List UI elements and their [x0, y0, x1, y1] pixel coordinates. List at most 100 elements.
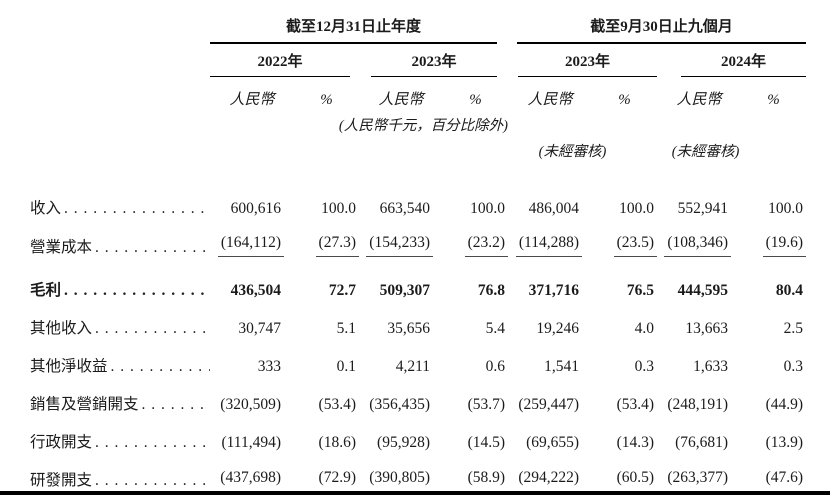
cell-value: 5.4 [485, 320, 506, 337]
cell-value: 436,504 [230, 282, 281, 299]
unit-header-currency: 人民幣 [676, 92, 722, 108]
cell-value: (248,191) [667, 396, 729, 413]
cell-value: 4,211 [395, 358, 430, 375]
table-row-cost-of-sales: 營業成本 (164,112) (27.3) (154,233) (23.2) (… [30, 226, 807, 265]
cell-value: 333 [257, 358, 281, 375]
units-note: (人民幣千元，百分比除外) [338, 118, 509, 134]
cell-value: (356,435) [369, 396, 430, 413]
cell-value: 509,307 [379, 282, 430, 299]
dot-leader [108, 358, 210, 376]
cell-value: 0.3 [783, 358, 804, 375]
cell-value: (23.5) [592, 226, 658, 265]
table-row-administrative-expenses: 行政開支 (111,494) (18.6) (95,928) (14.5) (6… [30, 422, 806, 460]
cell-value: (13.9) [765, 434, 804, 451]
dot-leader [92, 472, 210, 490]
table-row-selling-marketing-expenses: 銷售及營銷開支 (320,509) (53.4) (356,435) (53.7… [30, 384, 806, 422]
unaudited-note-9m2024: (未經審核) [671, 144, 740, 160]
cell-value: 100.0 [768, 200, 804, 217]
table-row-other-income: 其他收入 30,747 5.1 35,656 5.4 19,246 4.0 13… [30, 308, 806, 346]
year-header-9m2023-label: 2023年 [518, 44, 658, 77]
cell-value: (69,655) [526, 434, 580, 451]
cell-value: 4.0 [634, 320, 655, 337]
cell-value: 552,941 [677, 200, 729, 217]
period-header-nine-months: 截至9月30日止九個月 [508, 18, 807, 44]
cell-value: 30,747 [238, 320, 281, 337]
cell-value: (95,928) [377, 434, 430, 451]
cell-value: 444,595 [677, 282, 729, 299]
cell-value: 663,540 [379, 200, 430, 217]
year-header-2022: 2022年 [210, 44, 359, 77]
cell-value: (164,112) [210, 226, 294, 265]
cell-value: 100.0 [619, 200, 655, 217]
year-header-2023: 2023年 [359, 44, 508, 77]
unit-header-currency: 人民幣 [229, 92, 275, 108]
cell-value: (259,447) [518, 396, 580, 413]
row-label-text: 其他淨收益 [30, 358, 108, 375]
unit-header-percent: % [320, 92, 333, 108]
cell-value: 5.1 [336, 320, 356, 337]
row-label-cost-of-sales: 營業成本 [30, 226, 210, 265]
year-header-9m2023: 2023年 [508, 44, 658, 77]
period-header-nine-months-label: 截至9月30日止九個月 [517, 18, 807, 44]
row-label-text: 行政開支 [30, 434, 93, 451]
income-statement-table: 截至12月31日止年度 截至9月30日止九個月 2022年 2023年 2023… [30, 18, 807, 500]
spacer-cell [30, 18, 210, 44]
cell-value: (76,681) [675, 434, 729, 451]
cell-value: 100.0 [470, 200, 506, 217]
dot-leader [61, 200, 210, 218]
spacer-cell [30, 135, 210, 161]
year-header-9m2024: 2024年 [657, 44, 807, 77]
row-label-text: 收入 [30, 200, 62, 217]
spacer-cell [30, 109, 210, 135]
row-label-text: 研發開支 [30, 468, 93, 492]
year-header-2022-label: 2022年 [210, 44, 350, 77]
cell-value: (111,494) [221, 434, 281, 451]
cell-value: (114,288) [508, 226, 592, 265]
cell-value: 371,716 [528, 282, 580, 299]
units-note-row: (人民幣千元，百分比除外) [30, 109, 806, 135]
cell-value: 72.7 [328, 282, 356, 299]
section-header-row: 截至12月31日止年度 截至9月30日止九個月 [30, 18, 807, 44]
cell-value: 1,541 [544, 358, 580, 375]
cell-value: 76.8 [477, 282, 506, 299]
unit-header-currency: 人民幣 [378, 92, 424, 108]
row-label-selling-marketing-expenses: 銷售及營銷開支 [30, 384, 210, 422]
year-header-row: 2022年 2023年 2023年 2024年 [30, 44, 807, 77]
cell-value: (53.7) [467, 396, 506, 413]
unaudited-note-row: (未經審核) (未經審核) [30, 135, 806, 161]
spacer-cell [30, 44, 210, 77]
unit-header-percent: % [469, 92, 482, 108]
cell-value: (53.4) [318, 396, 356, 413]
cell-value: (154,233) [359, 226, 443, 265]
cell-value: 80.4 [775, 282, 804, 299]
table-row-revenue: 收入 600,616 100.0 663,540 100.0 486,004 1… [30, 161, 806, 226]
cell-value: 0.1 [336, 358, 356, 375]
cell-value: (23.2) [443, 226, 509, 265]
cell-value: (18.6) [318, 434, 356, 451]
row-label-revenue: 收入 [30, 161, 210, 226]
cell-value: 19,246 [536, 320, 580, 337]
cell-value: (14.3) [616, 434, 655, 451]
row-label-administrative-expenses: 行政開支 [30, 422, 210, 460]
unit-header-percent: % [767, 92, 780, 108]
cell-value: 600,616 [230, 200, 281, 217]
year-header-2023-label: 2023年 [371, 44, 498, 77]
spacer-cell [30, 77, 210, 109]
unit-header-percent: % [618, 92, 631, 108]
row-label-text: 營業成本 [30, 239, 93, 256]
cell-value: (108,346) [657, 226, 741, 265]
spacer-cell [508, 109, 806, 135]
row-label-text: 銷售及營銷開支 [30, 396, 139, 413]
cell-value: 100.0 [321, 200, 356, 217]
dot-leader [92, 320, 210, 338]
dot-leader [92, 434, 210, 452]
cell-value: 0.6 [485, 358, 506, 375]
row-label-other-net-gains: 其他淨收益 [30, 346, 210, 384]
cell-value: 486,004 [528, 200, 580, 217]
row-label-gross-profit: 毛利 [30, 265, 210, 308]
table-row-gross-profit: 毛利 436,504 72.7 509,307 76.8 371,716 76.… [30, 265, 806, 308]
cell-value: (320,509) [220, 396, 281, 413]
cell-value: (27.3) [294, 226, 359, 265]
cell-value: 2.5 [783, 320, 804, 337]
cell-value: 13,663 [685, 320, 729, 337]
